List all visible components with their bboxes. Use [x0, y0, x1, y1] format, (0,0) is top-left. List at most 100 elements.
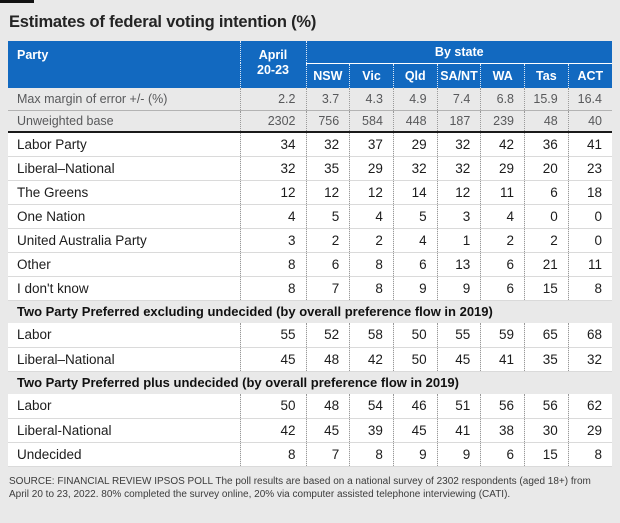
cell-value: 32	[392, 156, 438, 181]
cell-value: 9	[436, 276, 481, 301]
table-row: The Greens 12 12 12 14 12 11 6 18	[8, 180, 612, 205]
page-title: Estimates of federal voting intention (%…	[9, 13, 317, 31]
cell-value: 56	[480, 394, 525, 419]
cell-value: 45	[305, 418, 350, 443]
row-label: Labor Party	[8, 132, 240, 157]
column-header-qld: Qld	[392, 63, 438, 88]
row-label: One Nation	[8, 204, 240, 229]
cell-value: 8	[239, 442, 306, 467]
cell-value: 448	[392, 110, 438, 133]
table-row: Liberal-National 42 45 39 45 41 38 30 29	[8, 418, 612, 443]
cell-value: 42	[239, 418, 306, 443]
cell-value: 9	[392, 442, 438, 467]
cell-value: 9	[436, 442, 481, 467]
cell-value: 48	[305, 347, 350, 372]
cell-value: 11	[480, 180, 525, 205]
cell-value: 9	[392, 276, 438, 301]
column-header-sant: SA/NT	[436, 63, 481, 88]
cell-value: 20	[524, 156, 569, 181]
table-row: Labor Party 34 32 37 29 32 42 36 41	[8, 132, 612, 157]
cell-value: 6	[524, 180, 569, 205]
table-row: Liberal–National 45 48 42 50 45 41 35 32	[8, 347, 612, 372]
cell-value: 6.8	[480, 88, 525, 111]
cell-value: 23	[567, 156, 612, 181]
cell-value: 2	[480, 228, 525, 253]
cell-value: 8	[349, 442, 394, 467]
cell-value: 29	[567, 418, 612, 443]
cell-value: 12	[305, 180, 350, 205]
table-body: Max margin of error +/- (%) 2.2 3.7 4.3 4.9 7…	[8, 88, 612, 467]
cell-value: 16.4	[567, 88, 612, 111]
row-label: Labor	[8, 323, 240, 348]
cell-value: 52	[305, 323, 350, 348]
cell-value: 8	[567, 442, 612, 467]
cell-value: 2	[524, 228, 569, 253]
cell-value: 29	[349, 156, 394, 181]
cell-value: 5	[392, 204, 438, 229]
column-header-party: Party	[8, 41, 240, 88]
row-label: Undecided	[8, 442, 240, 467]
table-header: Party April 20-23 By state NSW Vic Qld S…	[8, 41, 612, 88]
top-left-rule	[0, 0, 34, 3]
section-heading: Two Party Preferred plus undecided (by o…	[8, 371, 612, 394]
cell-value: 48	[305, 394, 350, 419]
cell-value: 3	[239, 228, 306, 253]
column-header-april: April 20-23	[239, 41, 306, 88]
cell-value: 39	[349, 418, 394, 443]
cell-value: 54	[349, 394, 394, 419]
cell-value: 18	[567, 180, 612, 205]
cell-value: 12	[239, 180, 306, 205]
row-label: Liberal–National	[8, 347, 240, 372]
cell-value: 29	[392, 132, 438, 157]
cell-value: 239	[480, 110, 525, 133]
cell-value: 3.7	[305, 88, 350, 111]
voting-intention-table: Party April 20-23 By state NSW Vic Qld S…	[8, 41, 612, 467]
table-row: Labor 55 52 58 50 55 59 65 68	[8, 323, 612, 348]
cell-value: 32	[436, 132, 481, 157]
cell-value: 4	[480, 204, 525, 229]
cell-value: 56	[524, 394, 569, 419]
cell-value: 7.4	[436, 88, 481, 111]
cell-value: 37	[349, 132, 394, 157]
source-note: SOURCE: FINANCIAL REVIEW IPSOS POLL The …	[9, 475, 591, 500]
cell-value: 6	[392, 252, 438, 277]
cell-value: 13	[436, 252, 481, 277]
april-line2: 20-23	[257, 63, 289, 77]
cell-value: 36	[524, 132, 569, 157]
cell-value: 1	[436, 228, 481, 253]
table-row: I don't know 8 7 8 9 9 6 15 8	[8, 276, 612, 301]
table-row: Other 8 6 8 6 13 6 21 11	[8, 252, 612, 277]
stat-row: Unweighted base 2302 756 584 448 187 239 48 40	[8, 110, 612, 133]
column-header-vic: Vic	[349, 63, 394, 88]
cell-value: 4	[392, 228, 438, 253]
cell-value: 45	[392, 418, 438, 443]
cell-value: 756	[305, 110, 350, 133]
cell-value: 50	[392, 323, 438, 348]
row-label: Labor	[8, 394, 240, 419]
cell-value: 41	[480, 347, 525, 372]
cell-value: 68	[567, 323, 612, 348]
cell-value: 8	[567, 276, 612, 301]
row-label: Max margin of error +/- (%)	[8, 88, 240, 111]
cell-value: 6	[480, 276, 525, 301]
row-label: Unweighted base	[8, 110, 240, 133]
cell-value: 6	[480, 252, 525, 277]
cell-value: 42	[480, 132, 525, 157]
cell-value: 8	[239, 252, 306, 277]
cell-value: 2	[349, 228, 394, 253]
cell-value: 35	[305, 156, 350, 181]
section-heading-row: Two Party Preferred plus undecided (by o…	[8, 371, 612, 394]
cell-value: 2	[305, 228, 350, 253]
table-row: Liberal–National 32 35 29 32 32 29 20 23	[8, 156, 612, 181]
cell-value: 32	[436, 156, 481, 181]
cell-value: 4	[349, 204, 394, 229]
cell-value: 0	[524, 204, 569, 229]
table-row: Labor 50 48 54 46 51 56 56 62	[8, 394, 612, 419]
cell-value: 11	[567, 252, 612, 277]
cell-value: 0	[567, 204, 612, 229]
cell-value: 48	[524, 110, 569, 133]
row-label: I don't know	[8, 276, 240, 301]
section-heading: Two Party Preferred excluding undecided …	[8, 300, 612, 323]
row-label: Other	[8, 252, 240, 277]
